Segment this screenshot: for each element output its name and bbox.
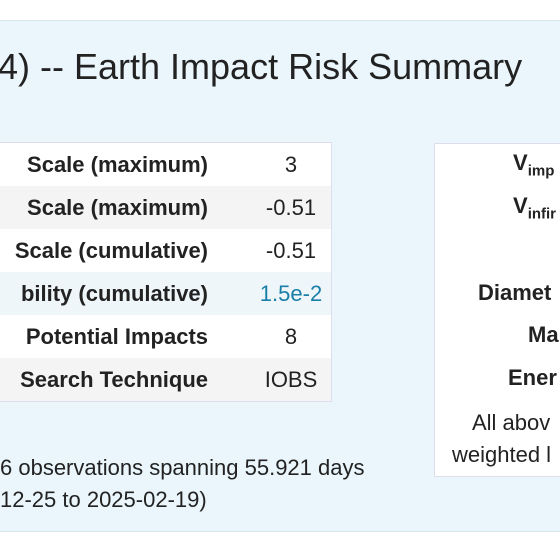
row-value: IOBS — [264, 367, 318, 392]
row-label: Scale (cumulative) — [14, 238, 208, 263]
note-line: weighted l — [452, 442, 552, 467]
footer-line: 6 observations spanning 55.921 days — [0, 455, 365, 480]
table-row: Scale (maximum) -0.51 — [0, 186, 331, 229]
param-label: Vinfir — [513, 193, 556, 222]
param-symbol: V — [513, 150, 528, 175]
row-value: -0.51 — [265, 195, 317, 220]
row-value: -0.51 — [265, 238, 317, 263]
param-symbol: Ener — [508, 365, 557, 390]
table-row: bility (cumulative) 1.5e-2 — [0, 272, 331, 315]
note-line: All abov — [472, 410, 551, 435]
row-value: 3 — [284, 152, 298, 177]
params-table — [434, 143, 560, 477]
param-label: Vimp — [513, 150, 554, 179]
row-value[interactable]: 1.5e-2 — [259, 281, 323, 306]
row-label: Potential Impacts — [25, 324, 208, 349]
row-label: Search Technique — [20, 367, 208, 392]
param-subscript: infir — [527, 205, 557, 223]
table-row: Potential Impacts 8 — [0, 315, 331, 358]
param-label: Diamet — [478, 280, 551, 306]
param-subscript: imp — [527, 162, 555, 180]
page-title: 4) -- Earth Impact Risk Summary — [0, 46, 523, 87]
param-label: Ma — [528, 322, 559, 348]
risk-table: Scale (maximum) 3 Scale (maximum) -0.51 Scal… — [0, 142, 332, 402]
row-label: Scale (maximum) — [27, 152, 208, 177]
table-row: Scale (cumulative) -0.51 — [0, 229, 331, 272]
table-row: Scale (maximum) 3 — [0, 143, 331, 186]
row-value: 8 — [284, 324, 298, 349]
param-symbol: Ma — [528, 322, 559, 347]
param-symbol: Diamet — [478, 280, 552, 305]
footer-line: 12-25 to 2025-02-19) — [0, 487, 207, 512]
table-row: Search Technique IOBS — [0, 358, 331, 401]
param-label: Ener — [508, 365, 557, 391]
row-label: bility (cumulative) — [20, 281, 208, 306]
row-label: Scale (maximum) — [27, 195, 208, 220]
param-symbol: V — [513, 193, 528, 218]
